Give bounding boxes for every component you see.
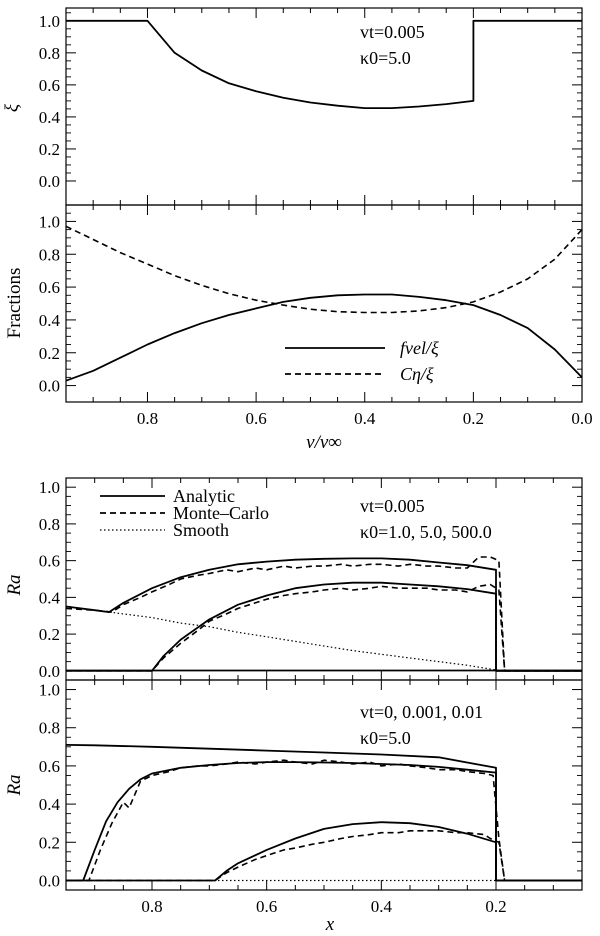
xtick-label-ra-vt-0: 0.8 xyxy=(141,897,162,916)
ytick-label-xi-4: 0.8 xyxy=(39,44,60,63)
series-xi-0 xyxy=(66,19,582,109)
ylabel-ra-vt: Ra xyxy=(4,774,25,796)
panel-xi: 0.0 0.2 0.4 0.6 0.8 1.0 ξ vt=0.005 κ0=5.0 xyxy=(2,7,583,206)
xtick-label-ra-vt-2: 0.4 xyxy=(371,897,393,916)
panel-ra-vt: 0.0 0.2 0.4 0.6 0.8 1.0 0.8 0.6 0.4 0.2 Ra x vt=0… xyxy=(4,679,583,935)
xtick-label-fractions-3: 0.2 xyxy=(463,409,484,428)
legend-ra: Analytic Monte–Carlo Smooth xyxy=(100,486,269,540)
ytick-label-ra-vt-2: 0.4 xyxy=(39,795,61,814)
xlabel-v: v/v∞ xyxy=(306,432,342,453)
ytick-label-fractions-4: 0.8 xyxy=(39,245,60,264)
ytick-label-ra-vt-5: 1.0 xyxy=(39,681,60,700)
legend-label-fvel: fvel/ξ xyxy=(400,338,439,358)
panel-fractions: 0.0 0.2 0.4 0.6 0.8 1.0 0.8 0.6 0.4 0.2 0.0 Fracti… xyxy=(4,204,593,453)
series-ra-kappa-4 xyxy=(66,583,582,672)
ytick-label-ra-vt-0: 0.0 xyxy=(39,871,60,890)
legend-label-analytic: Analytic xyxy=(173,486,235,506)
xtick-label-ra-vt-1: 0.6 xyxy=(256,897,277,916)
legend-label-smooth: Smooth xyxy=(173,520,229,540)
ytick-label-ra-kappa-5: 1.0 xyxy=(39,478,60,497)
xtick-label-ra-vt-3: 0.2 xyxy=(485,897,506,916)
ytick-label-fractions-1: 0.2 xyxy=(39,344,60,363)
xlabel-x: x xyxy=(325,914,335,935)
ytick-label-fractions-2: 0.4 xyxy=(39,311,61,330)
ytick-label-xi-1: 0.2 xyxy=(39,140,60,159)
annotation-kappa-2: κ0=1.0, 5.0, 500.0 xyxy=(360,522,492,542)
series-ra-kappa-0 xyxy=(65,557,582,672)
xtick-label-fractions-1: 0.6 xyxy=(245,409,266,428)
series-ra-vt-4 xyxy=(66,829,582,882)
ytick-label-xi-0: 0.0 xyxy=(39,172,60,191)
ytick-label-ra-vt-3: 0.6 xyxy=(39,757,60,776)
ytick-label-ra-kappa-0: 0.0 xyxy=(39,662,60,681)
ytick-label-xi-3: 0.6 xyxy=(39,76,60,95)
ytick-label-ra-kappa-1: 0.2 xyxy=(39,625,60,644)
ylabel-xi: ξ xyxy=(2,103,23,112)
series-ra-vt-2 xyxy=(66,821,582,882)
ytick-label-fractions-3: 0.6 xyxy=(39,278,60,297)
ytick-label-ra-vt-1: 0.2 xyxy=(39,833,60,852)
ytick-label-ra-vt-4: 0.8 xyxy=(39,719,60,738)
annotation-vt-3: vt=0, 0.001, 0.01 xyxy=(360,702,483,722)
series-ra-kappa-1 xyxy=(66,581,582,672)
ytick-label-fractions-5: 1.0 xyxy=(39,212,60,231)
ytick-label-ra-kappa-2: 0.4 xyxy=(39,588,61,607)
series-ra-kappa-5 xyxy=(65,605,582,672)
xtick-label-fractions-2: 0.4 xyxy=(354,409,376,428)
ylabel-fractions: Fractions xyxy=(4,268,25,339)
xtick-label-fractions-0: 0.8 xyxy=(137,409,158,428)
annotation-vt: vt=0.005 xyxy=(360,22,425,42)
xtick-label-fractions-4: 0.0 xyxy=(571,409,592,428)
series-fractions-1 xyxy=(65,225,583,314)
annotation-vt-2: vt=0.005 xyxy=(360,496,425,516)
ytick-label-ra-kappa-3: 0.6 xyxy=(39,552,60,571)
annotation-kappa: κ0=5.0 xyxy=(360,48,411,68)
series-fractions-0 xyxy=(65,293,583,382)
ytick-label-xi-2: 0.4 xyxy=(39,108,61,127)
series-ra-vt-1 xyxy=(66,761,582,882)
ytick-label-fractions-0: 0.0 xyxy=(39,377,60,396)
legend-label-montecarlo: Monte–Carlo xyxy=(173,503,269,523)
legend-fractions: fvel/ξ Cη/ξ xyxy=(285,338,439,384)
annotation-kappa-3: κ0=5.0 xyxy=(360,728,411,748)
series-ra-vt-3 xyxy=(66,759,582,882)
ytick-label-xi-5: 1.0 xyxy=(39,12,60,31)
ytick-label-ra-kappa-4: 0.8 xyxy=(39,515,60,534)
legend-label-ceta: Cη/ξ xyxy=(400,364,434,384)
ylabel-ra-kappa: Ra xyxy=(4,574,25,596)
